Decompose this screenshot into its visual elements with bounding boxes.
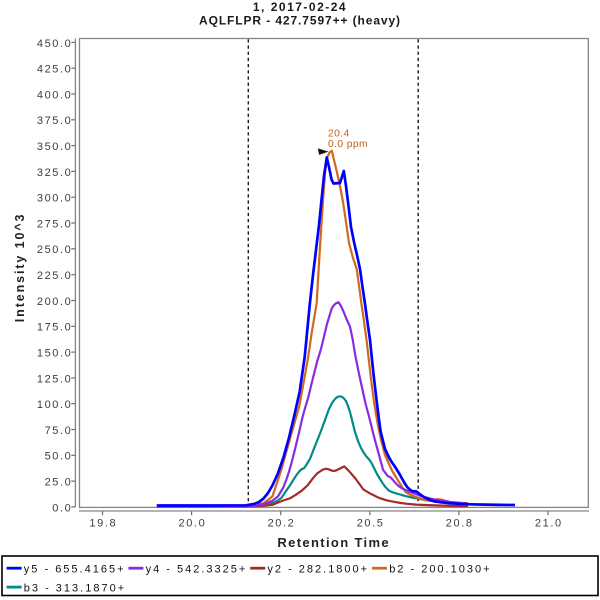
svg-text:20.4: 20.4 — [328, 129, 350, 140]
svg-text:300.0: 300.0 — [37, 193, 73, 205]
svg-text:20.2: 20.2 — [268, 517, 296, 529]
svg-text:75.0: 75.0 — [45, 425, 73, 437]
svg-text:250.0: 250.0 — [37, 244, 73, 256]
svg-text:20.8: 20.8 — [446, 517, 474, 529]
svg-text:375.0: 375.0 — [37, 115, 73, 127]
svg-text:25.0: 25.0 — [45, 477, 73, 489]
svg-text:Intensity 10^3: Intensity 10^3 — [13, 213, 27, 323]
svg-text:150.0: 150.0 — [37, 348, 73, 360]
svg-text:20.0: 20.0 — [178, 517, 206, 529]
svg-text:AQLFLPR - 427.7597++ (heavy): AQLFLPR - 427.7597++ (heavy) — [199, 14, 401, 28]
svg-text:325.0: 325.0 — [37, 167, 73, 179]
svg-text:225.0: 225.0 — [37, 270, 73, 282]
svg-text:450.0: 450.0 — [37, 38, 73, 50]
svg-text:y5 - 655.4165+: y5 - 655.4165+ — [24, 564, 126, 576]
svg-text:100.0: 100.0 — [37, 399, 73, 411]
svg-text:425.0: 425.0 — [37, 64, 73, 76]
svg-text:400.0: 400.0 — [37, 89, 73, 101]
svg-text:y2 - 282.1800+: y2 - 282.1800+ — [267, 564, 369, 576]
svg-text:50.0: 50.0 — [45, 451, 73, 463]
svg-text:0.0: 0.0 — [52, 502, 72, 514]
svg-text:125.0: 125.0 — [37, 373, 73, 385]
svg-text:200.0: 200.0 — [37, 296, 73, 308]
svg-text:y4 - 542.3325+: y4 - 542.3325+ — [146, 564, 248, 576]
svg-text:b3 - 313.1870+: b3 - 313.1870+ — [24, 582, 126, 594]
svg-text:Retention Time: Retention Time — [277, 535, 390, 550]
svg-text:21.0: 21.0 — [535, 517, 563, 529]
svg-text:0.0 ppm: 0.0 ppm — [328, 139, 368, 150]
svg-text:1, 2017-02-24: 1, 2017-02-24 — [253, 0, 347, 14]
svg-text:b2 - 200.1030+: b2 - 200.1030+ — [389, 564, 491, 576]
svg-text:19.8: 19.8 — [89, 517, 117, 529]
svg-text:175.0: 175.0 — [37, 322, 73, 334]
svg-text:275.0: 275.0 — [37, 218, 73, 230]
svg-text:20.5: 20.5 — [357, 517, 385, 529]
svg-text:350.0: 350.0 — [37, 141, 73, 153]
